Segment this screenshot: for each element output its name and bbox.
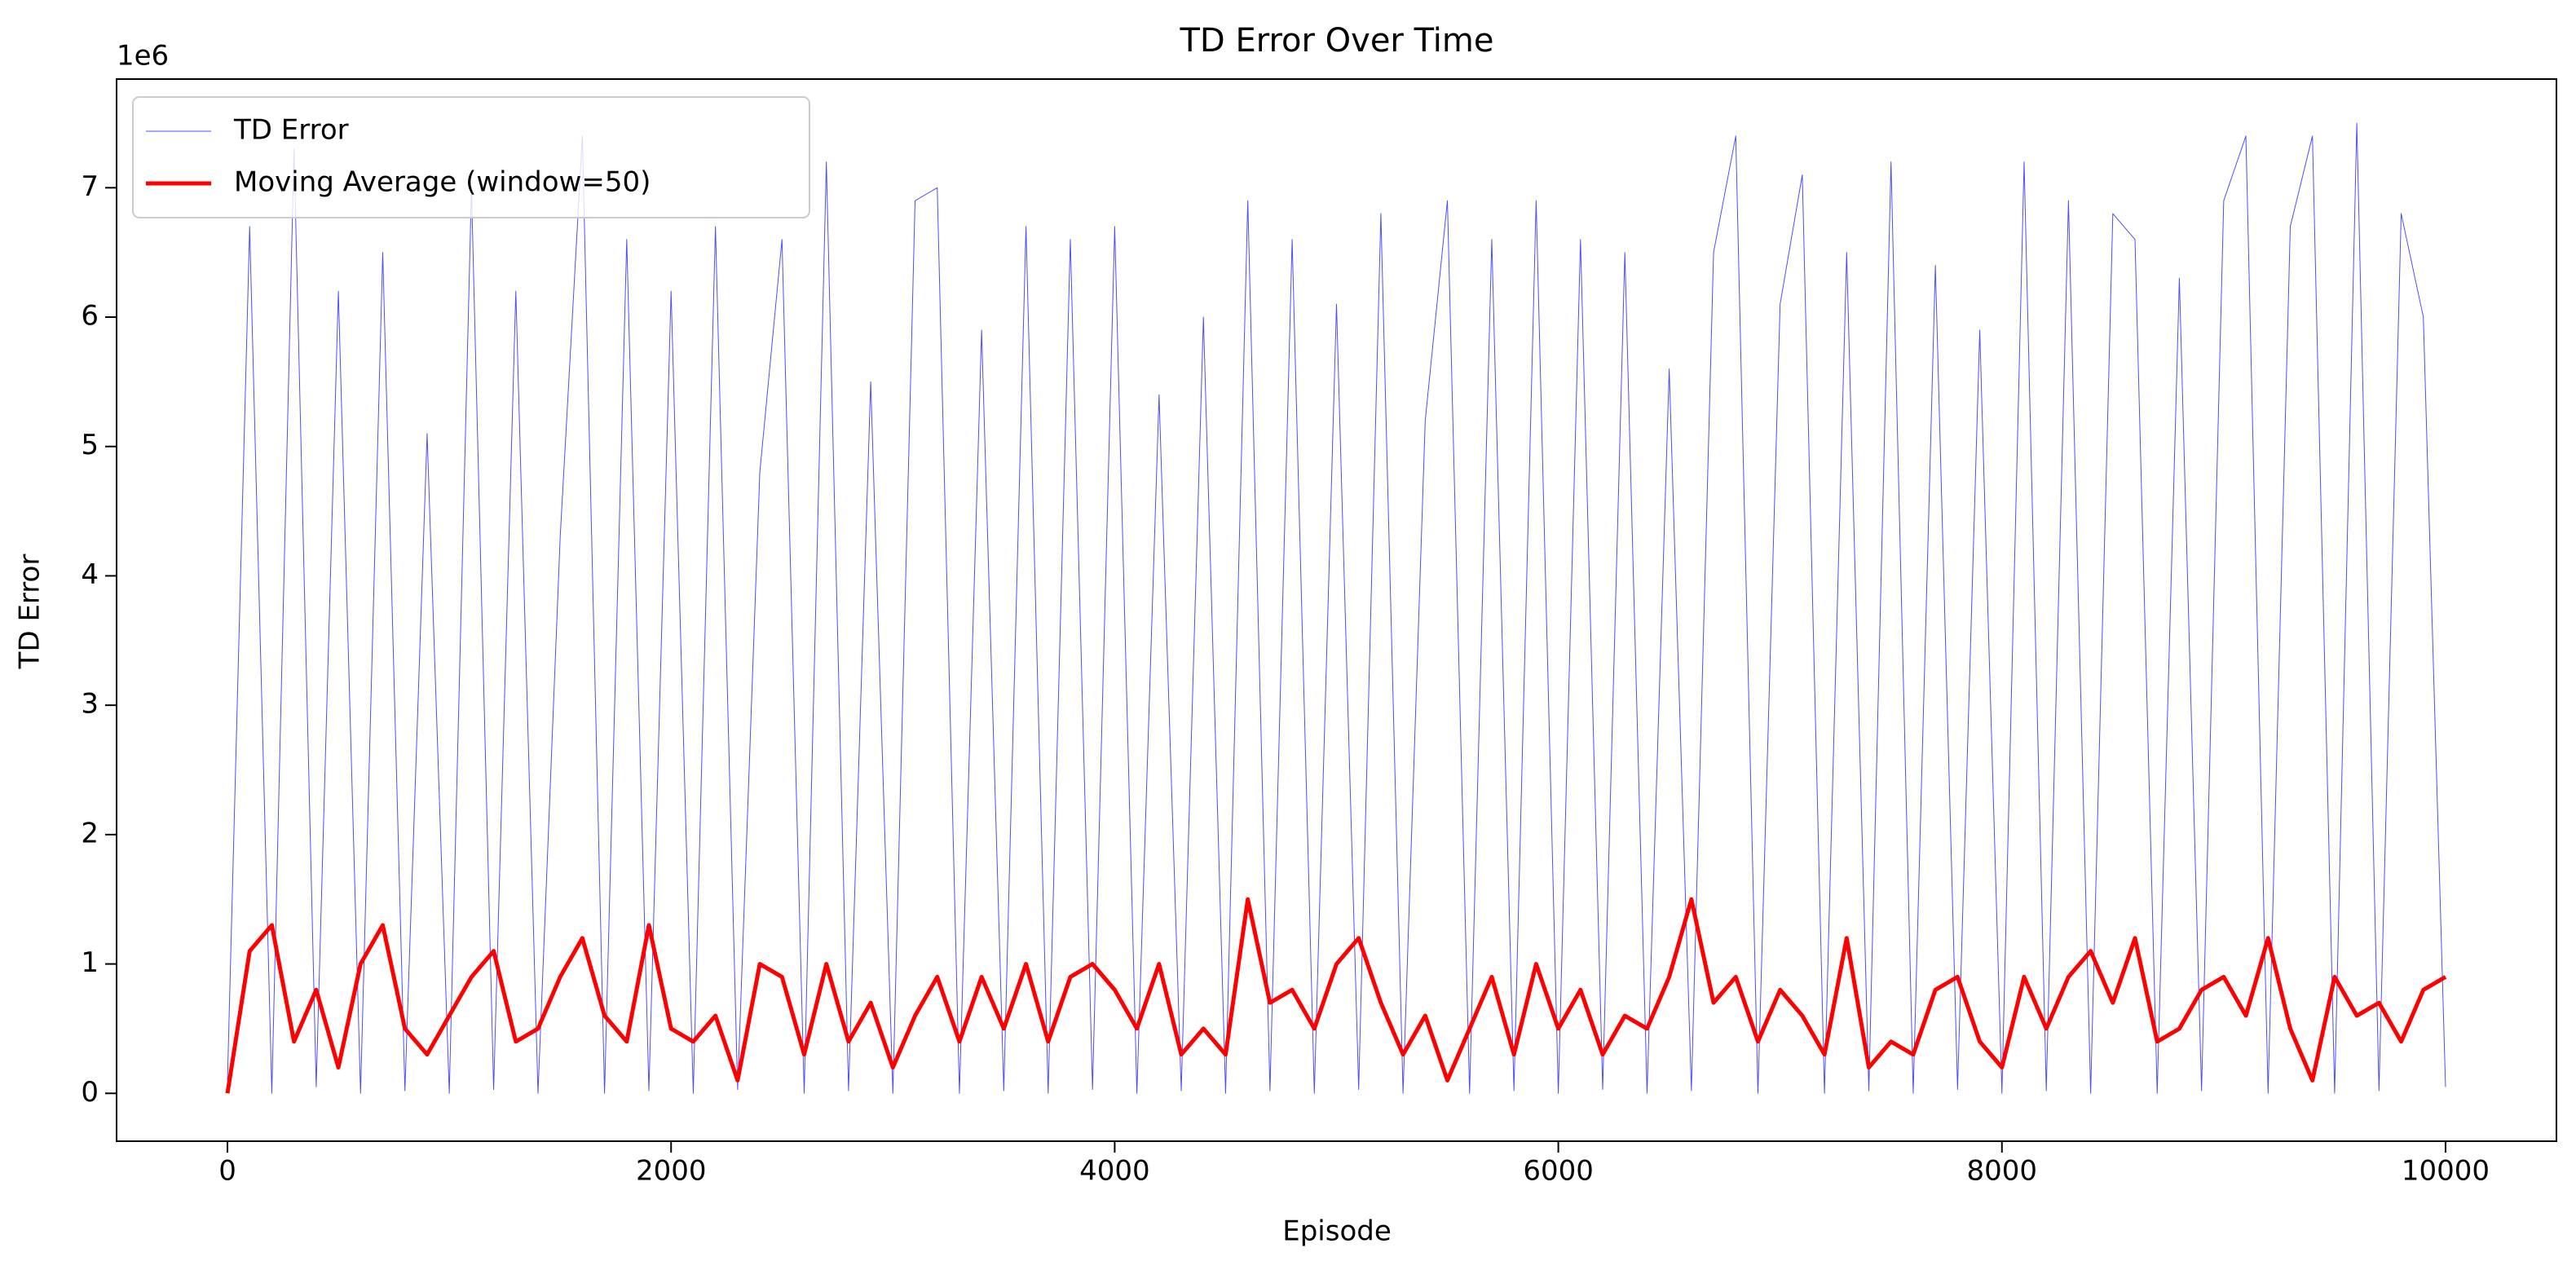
series-line	[227, 122, 2446, 1094]
y-tick-label: 5	[81, 429, 99, 461]
x-tick-label: 4000	[1079, 1155, 1150, 1188]
series-line	[225, 897, 2447, 1094]
plot-frame	[116, 78, 2557, 1142]
x-tick-label: 8000	[1967, 1155, 2038, 1188]
y-tick-label: 4	[81, 558, 99, 591]
legend-label: Moving Average (window=50)	[234, 166, 651, 199]
y-tick-label: 2	[81, 817, 99, 849]
y-tick-label: 1	[81, 946, 99, 979]
y-tick-label: 3	[81, 688, 99, 721]
legend-box	[132, 96, 810, 218]
chart-title: TD Error Over Time	[1180, 22, 1494, 60]
x-tick-label: 2000	[636, 1155, 707, 1188]
y-tick-label: 6	[81, 300, 99, 333]
x-tick-label: 10000	[2402, 1155, 2490, 1188]
legend-label: TD Error	[233, 114, 349, 147]
y-offset-label: 1e6	[117, 40, 169, 73]
y-tick-label: 7	[81, 170, 99, 203]
y-tick-label: 0	[81, 1076, 99, 1109]
x-tick-label: 0	[218, 1155, 236, 1188]
x-axis-label: Episode	[1282, 1215, 1392, 1248]
y-axis-label: TD Error	[14, 554, 46, 670]
x-tick-label: 6000	[1523, 1155, 1594, 1188]
